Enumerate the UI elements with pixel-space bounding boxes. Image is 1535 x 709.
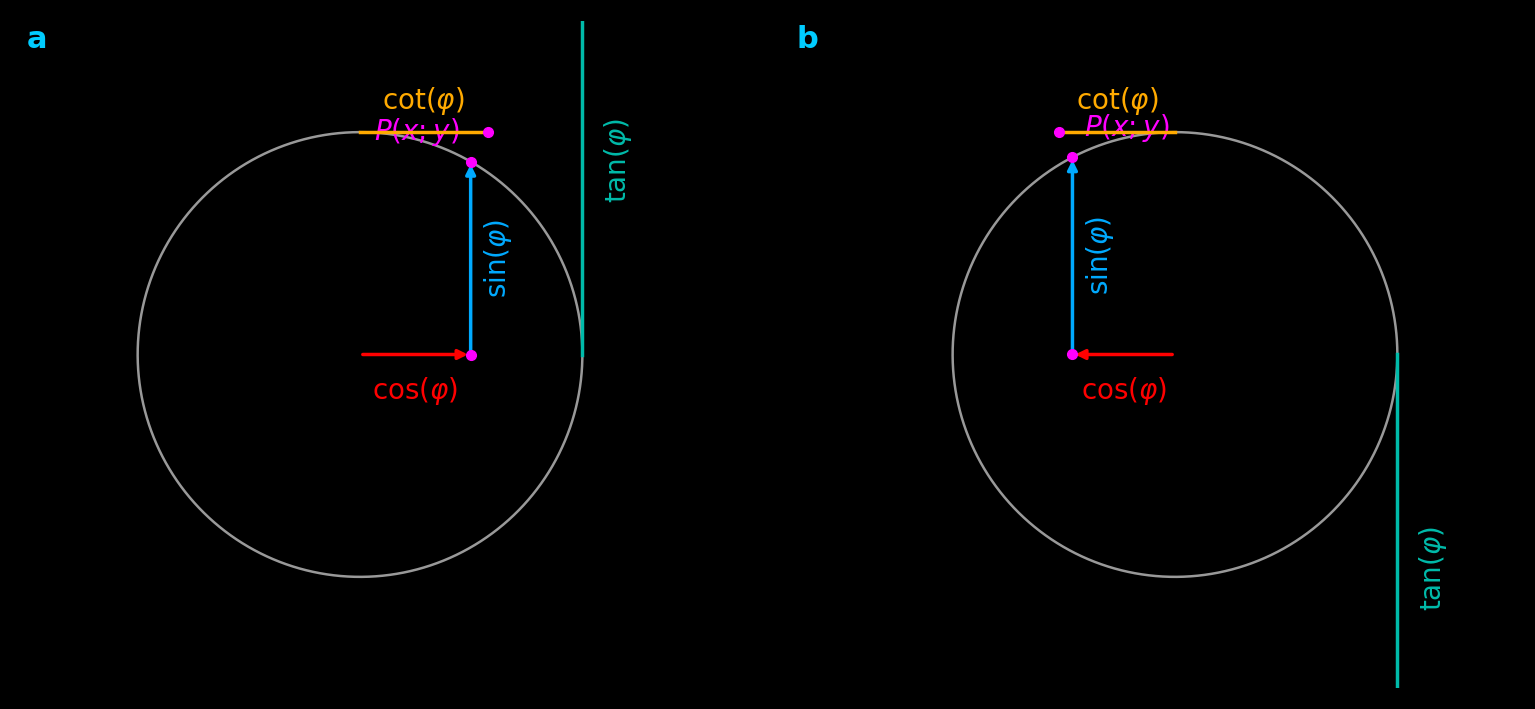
Text: $\cot(\varphi)$: $\cot(\varphi)$: [382, 84, 465, 116]
Text: $P(x;y)$: $P(x;y)$: [375, 116, 459, 148]
Text: $\sin(\varphi)$: $\sin(\varphi)$: [482, 218, 514, 298]
Text: $\sin(\varphi)$: $\sin(\varphi)$: [1084, 216, 1116, 296]
Text: $\tan(\varphi)$: $\tan(\varphi)$: [1417, 526, 1449, 611]
Text: a: a: [26, 26, 48, 55]
Text: $\cos(\varphi)$: $\cos(\varphi)$: [371, 374, 459, 406]
Text: $\cot(\varphi)$: $\cot(\varphi)$: [1076, 84, 1159, 116]
Text: $\cos(\varphi)$: $\cos(\varphi)$: [1081, 374, 1167, 406]
Text: $P(x;y)$: $P(x;y)$: [1084, 112, 1170, 144]
Text: $\tan(\varphi)$: $\tan(\varphi)$: [602, 118, 634, 203]
Text: b: b: [797, 26, 818, 55]
